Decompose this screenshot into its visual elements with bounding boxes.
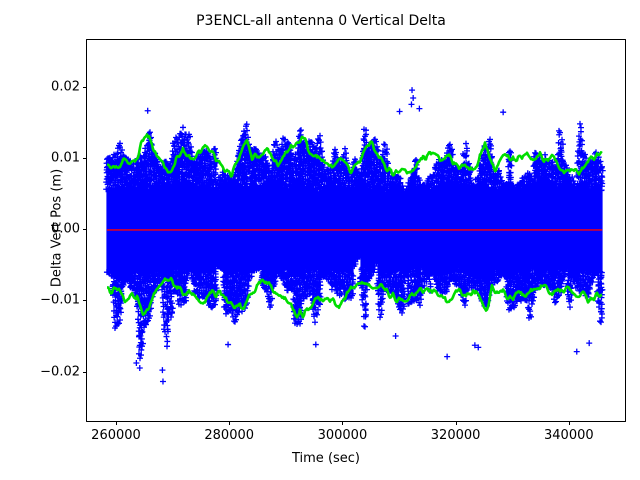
x-tick-label: 260000 (91, 428, 141, 443)
y-tick-label: 0.01 (51, 150, 80, 166)
y-tick-label: −0.02 (40, 364, 80, 380)
chart-title: P3ENCL-all antenna 0 Vertical Delta (196, 13, 446, 29)
x-axis-label: Time (sec) (291, 451, 361, 466)
x-tick-label: 280000 (204, 428, 255, 443)
y-tick-label: −0.01 (40, 292, 80, 308)
y-tick-label: 0.00 (51, 221, 80, 237)
x-tick-label: 320000 (430, 428, 481, 443)
y-tick-label: 0.02 (51, 79, 80, 95)
x-tick-label: 300000 (317, 428, 368, 443)
x-tick-label: 340000 (544, 428, 594, 443)
